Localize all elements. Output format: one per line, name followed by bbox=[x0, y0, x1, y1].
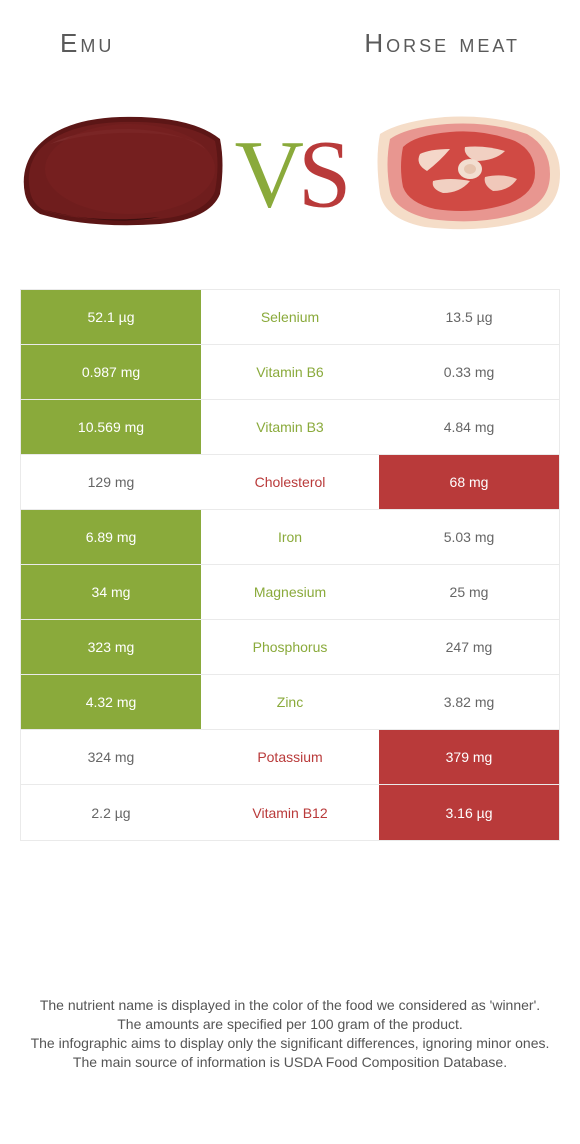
right-value-cell: 4.84 mg bbox=[379, 400, 559, 454]
table-row: 10.569 mgVitamin B34.84 mg bbox=[21, 400, 559, 455]
left-value-cell: 52.1 µg bbox=[21, 290, 201, 344]
comparison-header: Emu Horse meat bbox=[0, 0, 580, 69]
right-value-cell: 25 mg bbox=[379, 565, 559, 619]
emu-meat-image bbox=[10, 99, 225, 239]
footer-line-1: The nutrient name is displayed in the co… bbox=[30, 996, 550, 1015]
footer-line-2: The amounts are specified per 100 gram o… bbox=[30, 1015, 550, 1034]
vs-v-letter: V bbox=[235, 121, 298, 228]
hero-section: VS bbox=[0, 69, 580, 279]
table-row: 0.987 mgVitamin B60.33 mg bbox=[21, 345, 559, 400]
right-value-cell: 3.82 mg bbox=[379, 675, 559, 729]
nutrient-name-cell: Vitamin B6 bbox=[201, 345, 379, 399]
right-food-title: Horse meat bbox=[364, 28, 520, 59]
left-value-cell: 34 mg bbox=[21, 565, 201, 619]
right-value-cell: 13.5 µg bbox=[379, 290, 559, 344]
footer-line-4: The main source of information is USDA F… bbox=[30, 1053, 550, 1072]
left-value-cell: 2.2 µg bbox=[21, 785, 201, 840]
nutrient-name-cell: Phosphorus bbox=[201, 620, 379, 674]
nutrient-name-cell: Magnesium bbox=[201, 565, 379, 619]
right-value-cell: 247 mg bbox=[379, 620, 559, 674]
right-value-cell: 0.33 mg bbox=[379, 345, 559, 399]
right-value-cell: 379 mg bbox=[379, 730, 559, 784]
footer-line-3: The infographic aims to display only the… bbox=[30, 1034, 550, 1053]
footer-notes: The nutrient name is displayed in the co… bbox=[0, 996, 580, 1072]
nutrient-name-cell: Iron bbox=[201, 510, 379, 564]
horse-meat-image bbox=[355, 99, 570, 239]
table-row: 6.89 mgIron5.03 mg bbox=[21, 510, 559, 565]
nutrient-name-cell: Selenium bbox=[201, 290, 379, 344]
left-value-cell: 129 mg bbox=[21, 455, 201, 509]
nutrient-name-cell: Potassium bbox=[201, 730, 379, 784]
right-value-cell: 3.16 µg bbox=[379, 785, 559, 840]
table-row: 52.1 µgSelenium13.5 µg bbox=[21, 290, 559, 345]
left-value-cell: 0.987 mg bbox=[21, 345, 201, 399]
table-row: 4.32 mgZinc3.82 mg bbox=[21, 675, 559, 730]
vs-label: VS bbox=[235, 119, 346, 230]
nutrient-name-cell: Cholesterol bbox=[201, 455, 379, 509]
nutrient-comparison-table: 52.1 µgSelenium13.5 µg0.987 mgVitamin B6… bbox=[20, 289, 560, 841]
left-value-cell: 324 mg bbox=[21, 730, 201, 784]
left-value-cell: 6.89 mg bbox=[21, 510, 201, 564]
left-value-cell: 323 mg bbox=[21, 620, 201, 674]
left-food-title: Emu bbox=[60, 28, 114, 59]
nutrient-name-cell: Vitamin B12 bbox=[201, 785, 379, 840]
left-value-cell: 10.569 mg bbox=[21, 400, 201, 454]
right-value-cell: 68 mg bbox=[379, 455, 559, 509]
table-row: 323 mgPhosphorus247 mg bbox=[21, 620, 559, 675]
right-value-cell: 5.03 mg bbox=[379, 510, 559, 564]
nutrient-name-cell: Zinc bbox=[201, 675, 379, 729]
nutrient-name-cell: Vitamin B3 bbox=[201, 400, 379, 454]
table-row: 34 mgMagnesium25 mg bbox=[21, 565, 559, 620]
table-row: 324 mgPotassium379 mg bbox=[21, 730, 559, 785]
vs-s-letter: S bbox=[298, 121, 345, 228]
table-row: 129 mgCholesterol68 mg bbox=[21, 455, 559, 510]
table-row: 2.2 µgVitamin B123.16 µg bbox=[21, 785, 559, 840]
left-value-cell: 4.32 mg bbox=[21, 675, 201, 729]
